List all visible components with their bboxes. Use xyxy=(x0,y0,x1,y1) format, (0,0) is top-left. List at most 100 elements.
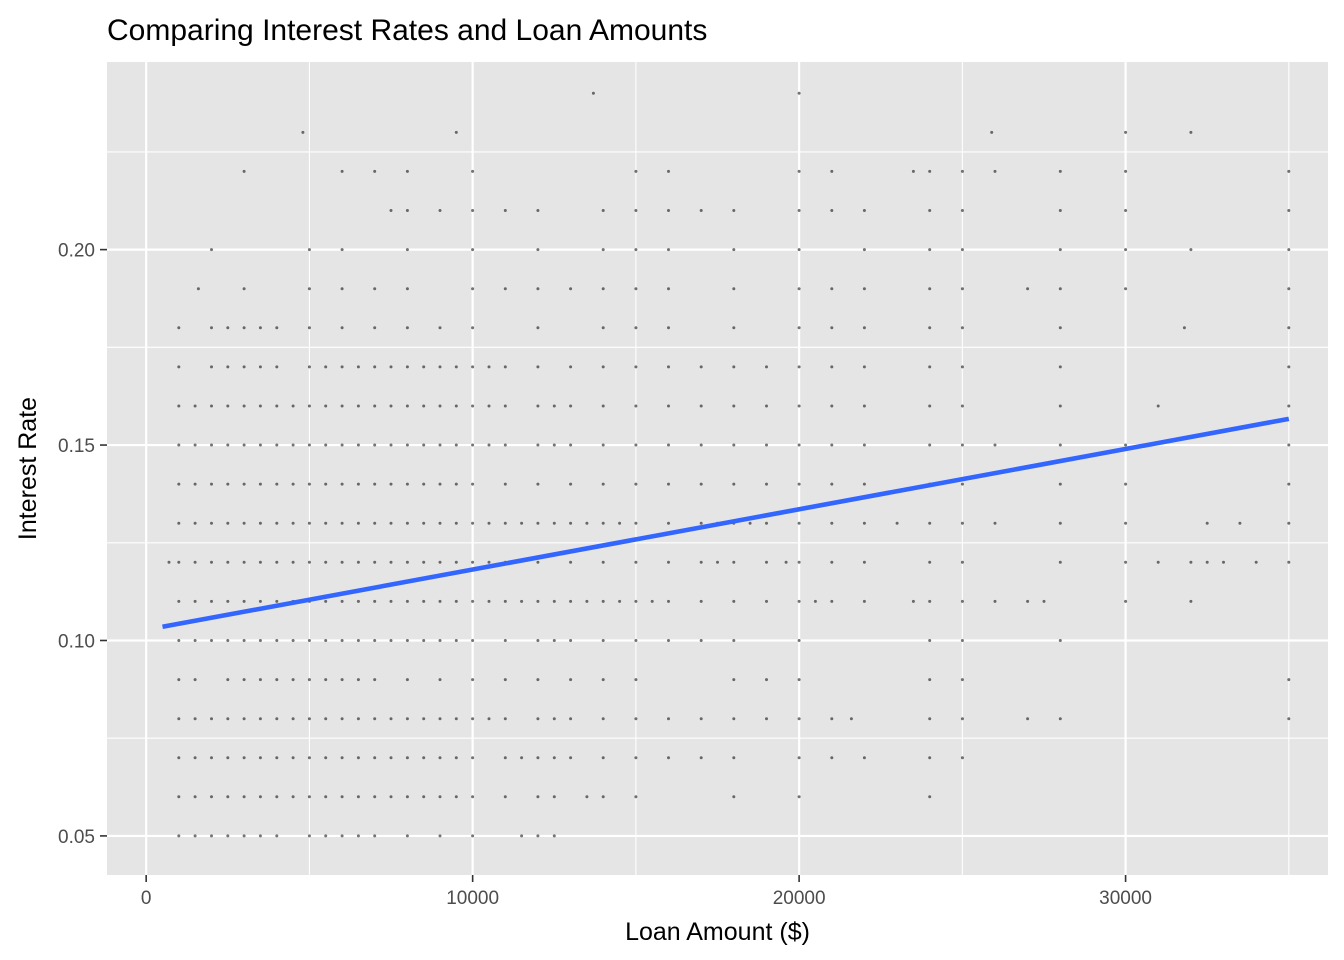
data-point xyxy=(569,521,573,525)
data-point xyxy=(275,482,279,486)
data-point xyxy=(307,639,311,642)
data-point xyxy=(667,169,670,173)
data-point xyxy=(569,678,573,682)
data-point xyxy=(634,443,638,447)
data-point xyxy=(1058,717,1062,721)
data-point xyxy=(226,639,230,642)
data-point xyxy=(569,560,573,564)
data-point xyxy=(340,599,344,603)
data-points xyxy=(167,91,1291,838)
data-point xyxy=(503,287,507,291)
data-point xyxy=(569,717,573,721)
data-point xyxy=(699,404,703,408)
data-point xyxy=(177,717,181,721)
data-point xyxy=(552,521,556,525)
data-point xyxy=(226,678,230,682)
data-point xyxy=(275,443,279,447)
data-point xyxy=(569,404,573,408)
data-point xyxy=(405,248,409,252)
data-point xyxy=(373,639,377,642)
data-point xyxy=(797,795,801,799)
data-point xyxy=(634,756,638,760)
data-point xyxy=(536,599,540,603)
data-point xyxy=(340,678,344,682)
data-point xyxy=(471,756,475,760)
data-point xyxy=(1222,560,1225,564)
data-point xyxy=(536,482,540,486)
data-point xyxy=(307,717,311,721)
data-point xyxy=(210,482,213,486)
data-point xyxy=(438,365,442,369)
data-point xyxy=(242,287,246,291)
data-point xyxy=(471,678,475,682)
data-point xyxy=(536,248,540,252)
data-point xyxy=(1026,287,1030,291)
data-point xyxy=(797,599,801,603)
data-point xyxy=(928,795,932,799)
data-point xyxy=(307,443,311,447)
data-point xyxy=(340,521,344,525)
x-axis-title: Loan Amount ($) xyxy=(625,918,810,946)
data-point xyxy=(405,756,409,760)
data-point xyxy=(1124,248,1128,252)
data-point xyxy=(422,404,426,408)
data-point xyxy=(226,482,230,486)
data-point xyxy=(732,248,736,252)
data-point xyxy=(1058,287,1062,291)
data-point xyxy=(167,560,171,564)
data-point xyxy=(356,678,360,682)
data-point xyxy=(226,756,230,760)
data-point xyxy=(177,560,181,564)
x-tick-label: 0 xyxy=(141,888,152,909)
data-point xyxy=(1156,404,1160,408)
data-point xyxy=(356,404,360,408)
data-point xyxy=(830,482,834,486)
data-point xyxy=(275,365,279,369)
y-axis-title: Interest Rate xyxy=(14,397,42,540)
data-point xyxy=(862,482,866,486)
data-point xyxy=(667,443,670,447)
data-point xyxy=(1058,326,1062,330)
data-point xyxy=(667,404,670,408)
data-point xyxy=(454,521,458,525)
data-point xyxy=(960,717,964,721)
data-point xyxy=(405,326,409,330)
data-point xyxy=(634,404,638,408)
data-point xyxy=(601,599,605,603)
data-point xyxy=(242,560,246,564)
data-point xyxy=(634,678,638,682)
data-point xyxy=(324,756,328,760)
data-point xyxy=(765,365,768,369)
data-point xyxy=(650,599,654,603)
data-point xyxy=(324,443,328,447)
data-point xyxy=(258,365,262,369)
data-point xyxy=(438,678,442,682)
data-point xyxy=(193,834,197,838)
data-point xyxy=(226,834,230,838)
data-point xyxy=(356,482,360,486)
data-point xyxy=(373,326,377,330)
data-point xyxy=(340,326,344,330)
data-point xyxy=(242,599,246,603)
data-point xyxy=(1287,287,1291,291)
data-point xyxy=(1287,404,1291,408)
data-point xyxy=(1287,169,1291,173)
data-point xyxy=(291,443,295,447)
data-point xyxy=(422,599,426,603)
data-point xyxy=(732,639,736,642)
data-point xyxy=(454,599,458,603)
data-point xyxy=(797,91,801,95)
data-point xyxy=(1058,248,1062,252)
data-point xyxy=(193,756,197,760)
data-point xyxy=(258,443,262,447)
data-point xyxy=(536,404,540,408)
data-point xyxy=(1026,717,1030,721)
data-point xyxy=(960,248,964,252)
data-point xyxy=(340,639,344,642)
data-point xyxy=(585,795,589,799)
data-point xyxy=(307,482,311,486)
data-point xyxy=(301,130,305,134)
y-axis-ticks: 0.05 0.10 0.15 0.20 xyxy=(58,241,107,848)
data-point xyxy=(422,756,426,760)
data-point xyxy=(438,482,442,486)
